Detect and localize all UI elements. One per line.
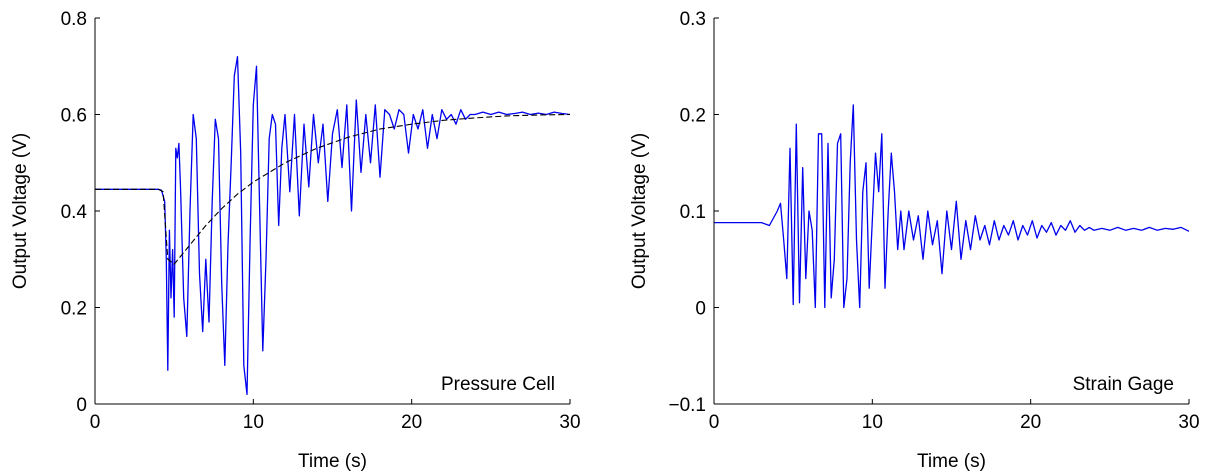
series-line-0 — [95, 55, 571, 396]
y-tick-label: 0.6 — [61, 106, 87, 127]
panel-annotation: Pressure Cell — [441, 374, 555, 395]
y-tick-label: 0.4 — [61, 202, 88, 223]
y-tick-label: 0.1 — [680, 202, 706, 223]
x-axis-label: Time (s) — [917, 451, 986, 472]
y-axis-label: Output Voltage (V) — [10, 133, 31, 289]
x-tick-label: 0 — [709, 412, 720, 433]
x-tick-label: 20 — [401, 412, 422, 433]
y-tick-label: 0.8 — [61, 9, 87, 30]
y-tick-label: −0.1 — [668, 395, 706, 416]
y-tick-label: 0.2 — [680, 106, 706, 127]
y-tick-label: 0 — [695, 299, 706, 320]
series-line-1 — [95, 113, 571, 265]
x-tick-label: 10 — [243, 412, 264, 433]
x-tick-label: 30 — [1178, 412, 1199, 433]
y-tick-label: 0.2 — [61, 299, 87, 320]
y-tick-label: 0 — [76, 395, 87, 416]
y-tick-label: 0.3 — [680, 9, 706, 30]
x-tick-label: 20 — [1020, 412, 1041, 433]
x-axis-label: Time (s) — [298, 451, 367, 472]
panel-annotation: Strain Gage — [1073, 374, 1174, 395]
x-tick-label: 0 — [90, 412, 101, 433]
y-axis-label: Output Voltage (V) — [629, 133, 650, 289]
x-tick-label: 10 — [862, 412, 883, 433]
x-tick-label: 30 — [559, 412, 580, 433]
series-line-0 — [714, 104, 1190, 309]
pressure-cell-panel: 0 10 20 30 0 0.2 0.4 0.6 0.8 Time (s) Output Volta… — [10, 9, 581, 472]
